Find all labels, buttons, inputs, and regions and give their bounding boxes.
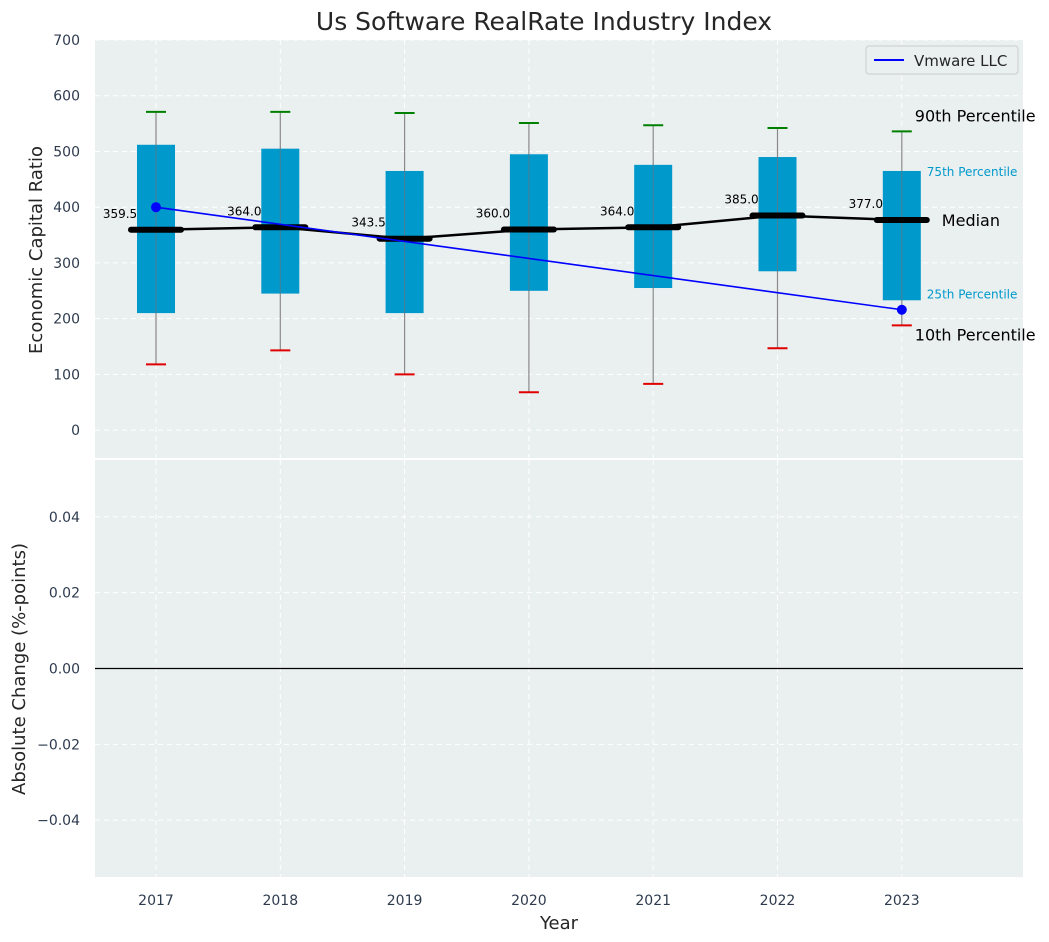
series-line-vmware [155,206,902,311]
median-trend-line [155,214,902,240]
y-tick-label: −0.02 [37,737,80,753]
median-value-label: 360.0 [476,206,510,220]
annotation-median: Median [942,211,1000,230]
y-tick-label: 200 [53,312,80,328]
series-point [896,304,907,315]
x-tick-label: 2019 [387,893,423,909]
median-value-label: 359.5 [103,207,137,221]
median-value-label: 377.0 [849,197,883,211]
x-tick-label: 2021 [635,893,671,909]
annotation-p10: 10th Percentile [915,325,1036,344]
y-tick-label: 600 [53,89,80,105]
legend-box [865,45,1019,75]
legend-entry: Vmware LLC [914,52,1007,70]
annotation-p25: 25th Percentile [927,287,1018,301]
top-panel-background [95,40,1023,458]
bottom-y-axis-label: Absolute Change (%-points) [9,543,30,795]
annotation-p75: 75th Percentile [927,165,1018,179]
y-tick-label: 300 [53,256,80,272]
y-tick-label: 0.02 [49,586,80,602]
x-tick-label: 2020 [511,893,547,909]
median-value-label: 385.0 [724,193,758,207]
legend: Vmware LLC [865,45,1019,75]
y-tick-label: 100 [53,367,80,383]
series-point [151,202,161,213]
y-tick-label: 700 [53,33,80,49]
x-axis-label: Year [539,913,579,934]
chart-title: Us Software RealRate Industry Index [316,7,772,36]
y-tick-label: 400 [53,200,80,216]
y-tick-label: 0.04 [49,510,80,526]
x-tick-label: 2017 [138,893,174,909]
median-value-label: 364.0 [227,204,261,218]
median-value-label: 364.0 [600,204,634,218]
annotation-p90: 90th Percentile [915,106,1036,125]
x-tick-label: 2022 [760,893,796,909]
x-tick-label: 2018 [262,893,298,909]
median-value-label: 343.5 [351,216,385,230]
y-tick-label: −0.04 [37,813,80,829]
y-tick-label: 500 [53,144,80,160]
x-tick-label: 2023 [884,893,920,909]
top-y-axis-label: Economic Capital Ratio [26,146,47,354]
y-tick-label: 0 [71,423,80,439]
y-tick-label: 0.00 [49,662,80,678]
